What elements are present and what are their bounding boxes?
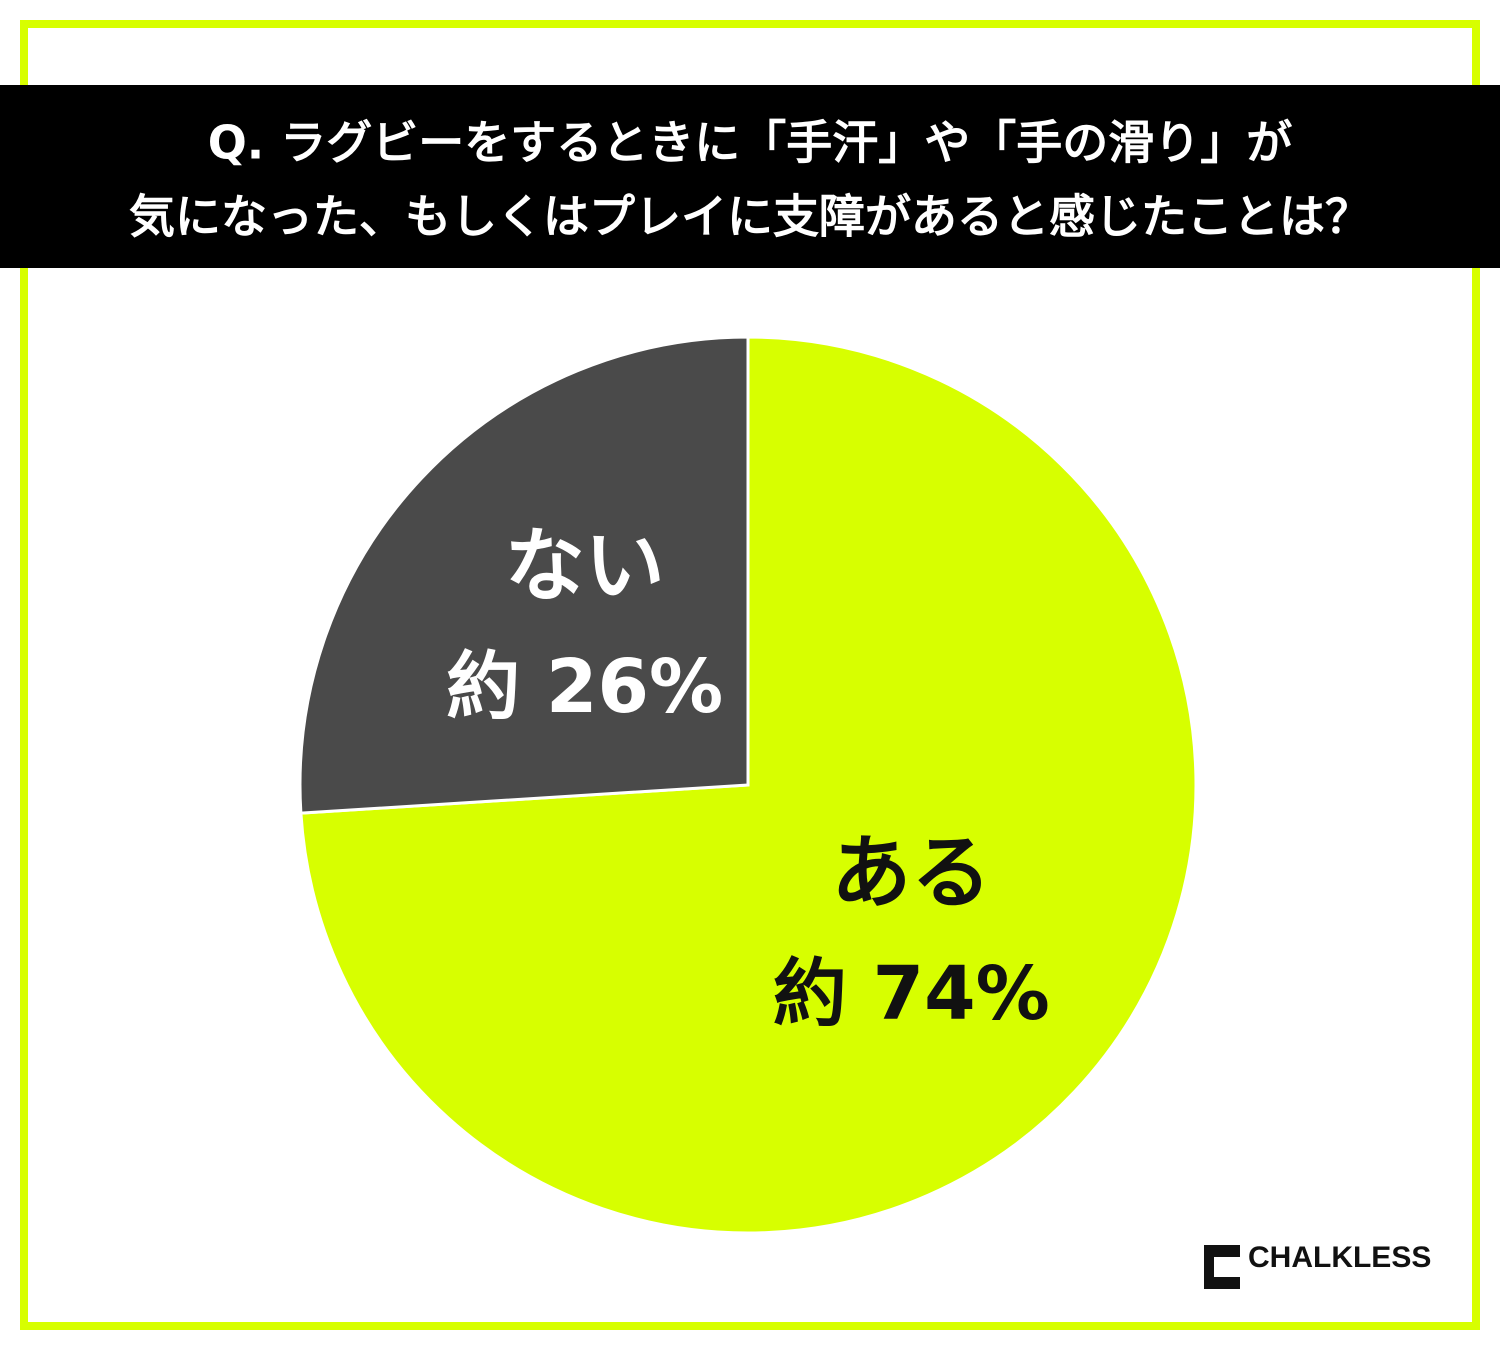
pie-slice (298, 335, 750, 815)
logo-icon (1204, 1245, 1240, 1289)
value-label: 約 26% (446, 644, 723, 730)
logo: CHALKLESS (1204, 1241, 1431, 1289)
chart-title: Q. ラグビーをするときに「手汗」や「手の滑り」が (208, 116, 1293, 170)
slice-label: ある (831, 826, 991, 919)
slice-label: ない (505, 520, 665, 613)
value-label: 約 74% (773, 951, 1050, 1037)
title-band (0, 85, 1500, 268)
chart-title: 気になった、もしくはプレイに支障があると感じたことは？ (129, 190, 1371, 244)
logo-text: CHALKLESS (1248, 1241, 1431, 1274)
